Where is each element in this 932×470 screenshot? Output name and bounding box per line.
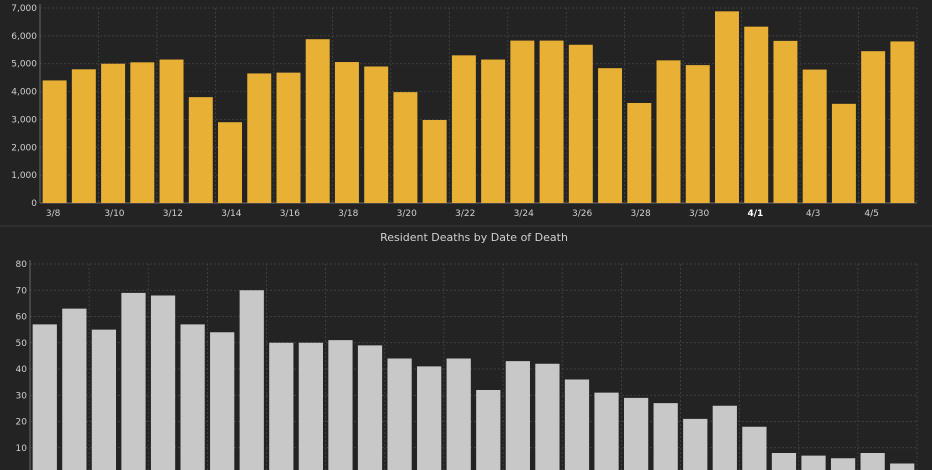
cases-bar xyxy=(188,97,213,203)
deaths-bar xyxy=(328,340,353,470)
deaths-bar xyxy=(269,342,294,470)
x-tick-label: 3/28 xyxy=(631,209,651,219)
deaths-bar xyxy=(476,390,501,470)
y-tick-label: 5,000 xyxy=(11,60,37,70)
cases-bar xyxy=(71,69,96,203)
deaths-bar xyxy=(387,358,412,470)
deaths-bar xyxy=(683,418,708,470)
deaths-bar xyxy=(417,366,442,470)
cases-bar xyxy=(247,73,272,204)
deaths-bar xyxy=(653,403,678,470)
y-tick-label: 3,000 xyxy=(11,115,37,125)
y-tick-label: 1,000 xyxy=(11,171,37,181)
x-tick-label: 3/20 xyxy=(397,209,417,219)
cases-bar xyxy=(130,62,155,203)
y-tick-label: 6,000 xyxy=(11,32,37,42)
deaths-bar xyxy=(91,329,117,470)
x-tick-label: 3/8 xyxy=(46,209,61,219)
cases-bar xyxy=(101,63,126,204)
y-tick-label: 50 xyxy=(16,339,28,349)
y-tick-label: 7,000 xyxy=(11,4,37,14)
deaths-bar xyxy=(121,292,146,470)
cases-bar xyxy=(305,39,330,204)
cases-bar xyxy=(598,68,623,203)
cases-bar xyxy=(364,66,389,203)
deaths-bar xyxy=(742,426,767,470)
cases-bar xyxy=(685,65,710,203)
y-tick-label: 40 xyxy=(16,365,28,375)
deaths-bar xyxy=(357,345,383,470)
x-tick-label: 3/24 xyxy=(514,209,534,219)
cases-bar xyxy=(539,40,564,204)
y-tick-label: 0 xyxy=(31,199,37,209)
deaths-bar xyxy=(890,463,915,470)
x-tick-label: 3/18 xyxy=(338,209,358,219)
cases-chart: 0 1,000 2,000 3,000 4,000 5,000 6,000 7,000 3/8 3… xyxy=(11,4,918,219)
x-tick-label: 3/10 xyxy=(104,209,124,219)
x-tick-label: 3/12 xyxy=(163,209,183,219)
cases-bar xyxy=(568,44,593,203)
cases-bar xyxy=(802,69,827,203)
y-tick-label: 80 xyxy=(16,260,28,270)
deaths-bar xyxy=(771,453,797,470)
cases-bar xyxy=(773,40,798,204)
cases-bar xyxy=(334,62,359,203)
cases-bar xyxy=(393,92,418,203)
x-tick-label: 4/3 xyxy=(806,209,820,219)
y-tick-label: 60 xyxy=(16,313,28,323)
cases-bar xyxy=(715,11,739,204)
deaths-bar xyxy=(801,455,826,470)
x-tick-label: 4/5 xyxy=(864,209,878,219)
y-tick-label: 70 xyxy=(16,286,28,296)
cases-bar xyxy=(656,60,681,204)
y-tick-label: 30 xyxy=(16,391,28,401)
deaths-bar xyxy=(298,342,323,470)
cases-bar xyxy=(276,72,301,203)
cases-bar xyxy=(861,51,886,204)
deaths-bar xyxy=(180,324,205,470)
y-tick-label: 2,000 xyxy=(11,143,37,153)
x-tick-label: 3/22 xyxy=(455,209,475,219)
deaths-bar xyxy=(239,290,264,470)
deaths-bar xyxy=(712,405,737,470)
deaths-bar xyxy=(830,458,856,470)
deaths-bar xyxy=(446,358,471,470)
deaths-bar xyxy=(210,332,235,470)
x-tick-label: 3/26 xyxy=(572,209,592,219)
deaths-bar xyxy=(535,363,560,470)
cases-bar xyxy=(510,40,535,204)
deaths-bar xyxy=(32,324,57,470)
deaths-bar xyxy=(564,379,590,470)
cases-bar xyxy=(42,80,67,203)
cases-bar xyxy=(422,119,447,203)
deaths-bar xyxy=(623,397,649,470)
cases-bar xyxy=(627,102,652,203)
y-tick-label: 10 xyxy=(16,444,28,454)
deaths-bar xyxy=(62,308,87,470)
y-tick-label: 4,000 xyxy=(11,88,37,98)
cases-bar xyxy=(481,59,506,203)
cases-bar xyxy=(218,122,242,203)
cases-bar xyxy=(451,55,476,203)
x-tick-label: 3/14 xyxy=(221,209,241,219)
cases-bar xyxy=(159,59,184,203)
deaths-bar xyxy=(594,392,619,470)
deaths-bar xyxy=(505,361,530,470)
cases-bar xyxy=(744,26,769,203)
deaths-bar xyxy=(860,453,885,470)
y-tick-label: 20 xyxy=(16,418,28,428)
cases-bar xyxy=(831,103,856,203)
x-tick-label: 3/16 xyxy=(280,209,300,219)
cases-bar xyxy=(890,41,915,204)
x-tick-label: 3/30 xyxy=(689,209,709,219)
deaths-chart-title: Resident Deaths by Date of Death xyxy=(380,231,568,244)
deaths-bar xyxy=(150,295,176,470)
x-tick-label: 4/1 xyxy=(747,209,763,219)
deaths-chart: 01020304050607080 xyxy=(16,260,918,470)
